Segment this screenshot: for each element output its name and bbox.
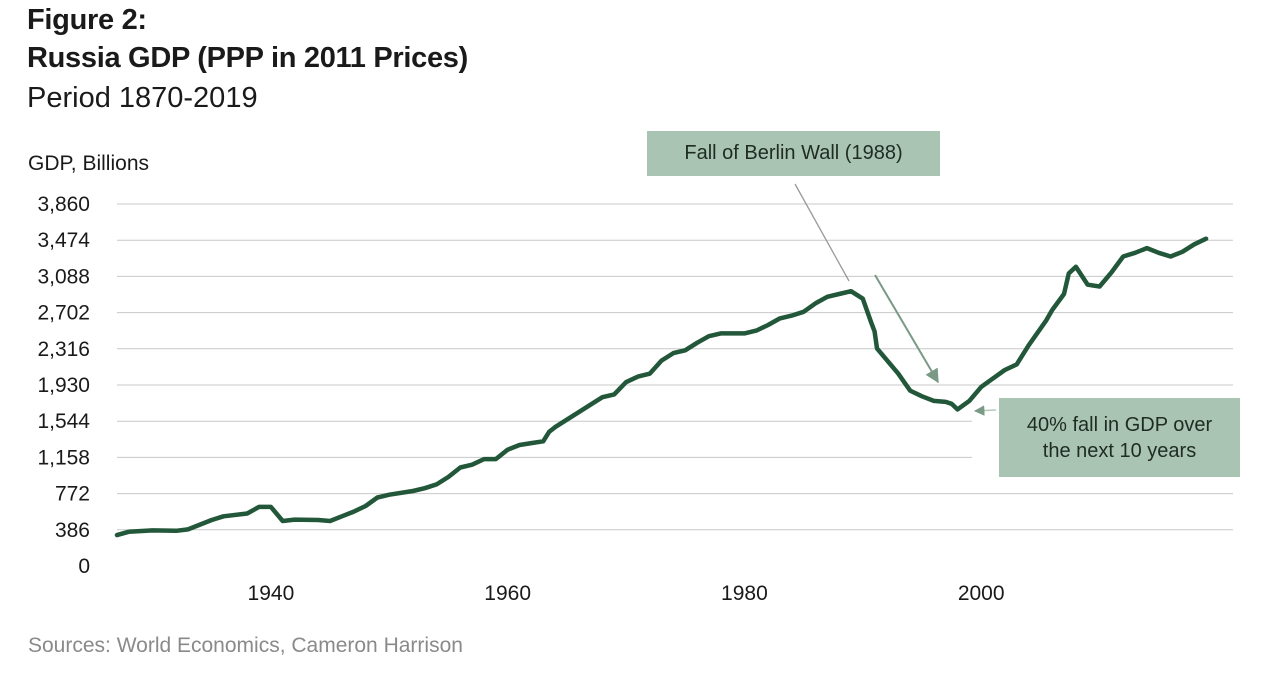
x-tick-labels: 1940 1960 1980 2000 [248, 582, 1005, 605]
gdp-fall-annotation-text: 40% fall in GDP over the next 10 years [1026, 413, 1213, 462]
fall-pointer-arrow [973, 405, 997, 416]
y-tick-label: 386 [55, 519, 90, 542]
y-tick-label: 0 [78, 555, 90, 578]
berlin-wall-annotation: Fall of Berlin Wall (1988) [647, 131, 940, 176]
y-tick-label: 3,088 [37, 265, 90, 288]
y-tick-label: 2,702 [37, 302, 90, 325]
gridlines [117, 203, 1233, 531]
decline-arrow [874, 274, 939, 384]
y-tick-label: 772 [55, 483, 90, 506]
y-tick-label: 2,316 [37, 338, 90, 361]
y-tick-label: 3,860 [37, 193, 90, 216]
x-tick-label: 1980 [721, 582, 768, 605]
gdp-series-line [114, 236, 1209, 538]
source-note: Sources: World Economics, Cameron Harris… [28, 634, 463, 657]
gdp-fall-annotation: 40% fall in GDP over the next 10 years [999, 398, 1240, 477]
y-tick-label: 1,930 [37, 374, 90, 397]
chart-title: Russia GDP (PPP in 2011 Prices) [27, 42, 468, 74]
x-tick-label: 1960 [484, 582, 531, 605]
chart-subtitle: Period 1870-2019 [27, 82, 258, 114]
y-tick-label: 1,158 [37, 446, 90, 469]
y-tick-label: 3,474 [37, 229, 90, 252]
berlin-wall-leader-line [794, 183, 850, 282]
y-tick-label: 1,544 [37, 410, 90, 433]
x-tick-label: 1940 [248, 582, 295, 605]
y-tick-labels: 0 386 772 1,158 1,544 1,930 2,316 2,702 3,088 3,4… [37, 193, 90, 578]
x-tick-label: 2000 [958, 582, 1005, 605]
figure-label: Figure 2: [27, 4, 147, 36]
y-axis-label: GDP, Billions [28, 152, 149, 175]
